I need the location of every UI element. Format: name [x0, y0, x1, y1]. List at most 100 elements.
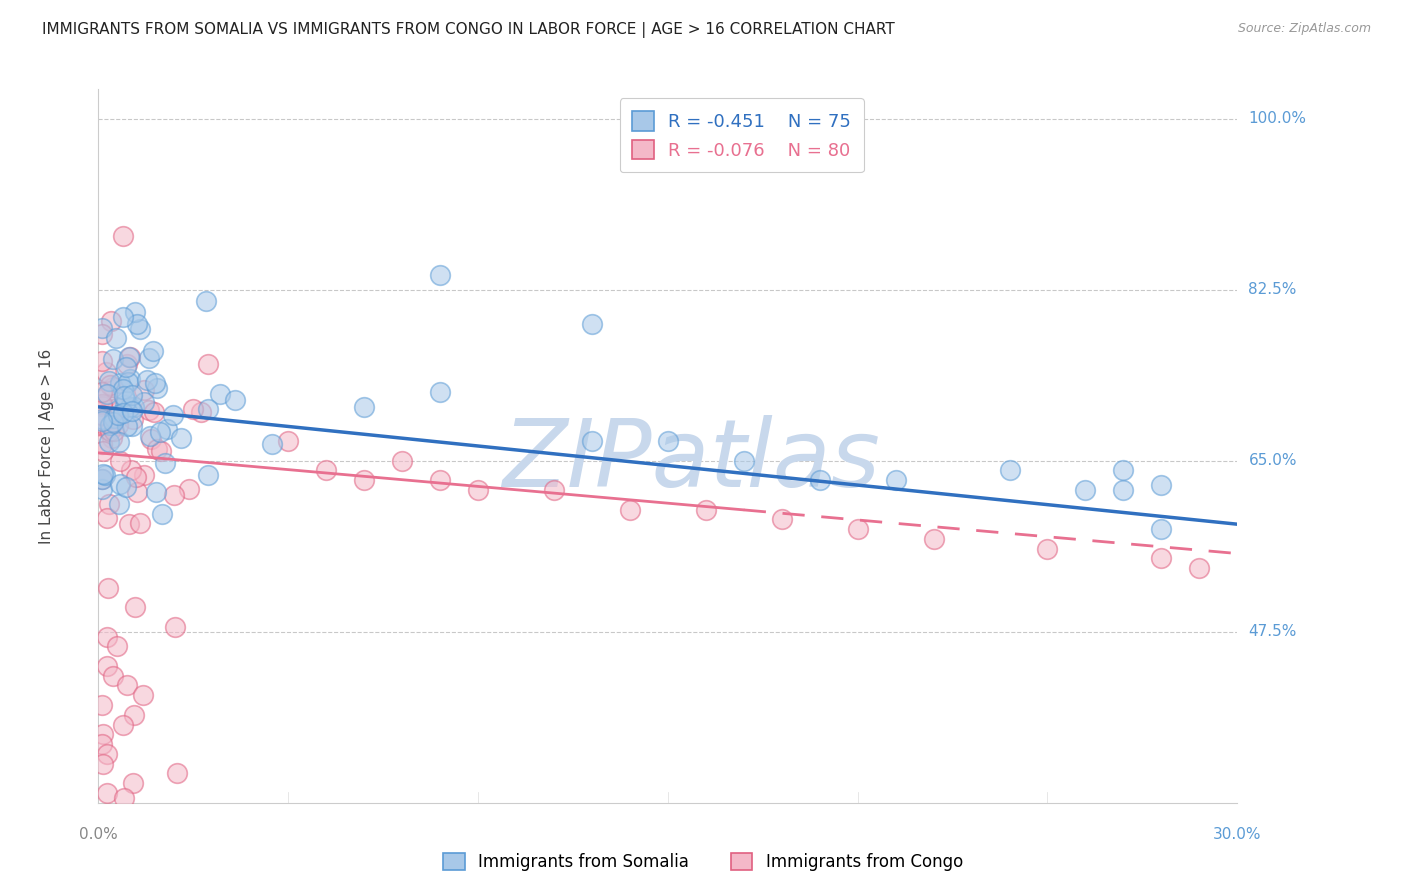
Point [104, 331, 127, 345]
Point [132, 688, 155, 702]
Point [770, 512, 793, 526]
Point [115, 419, 138, 434]
Point [114, 398, 136, 412]
Point [101, 415, 124, 429]
Point [138, 402, 160, 417]
Point [121, 404, 143, 418]
Text: In Labor Force | Age > 16: In Labor Force | Age > 16 [39, 349, 55, 543]
Point [97, 434, 120, 449]
Point [93, 756, 115, 771]
Text: 82.5%: 82.5% [1249, 282, 1296, 297]
Point [277, 434, 299, 449]
Point [153, 457, 176, 471]
Text: 100.0%: 100.0% [1249, 111, 1306, 126]
Point [118, 372, 141, 386]
Point [1112, 483, 1135, 497]
Point [122, 412, 145, 426]
Point [96, 389, 118, 403]
Point [111, 382, 134, 396]
Point [98, 424, 121, 438]
Point [101, 352, 124, 367]
Point [162, 408, 184, 422]
Point [132, 383, 155, 397]
Point [91, 467, 114, 482]
Point [1074, 483, 1097, 497]
Point [91, 443, 114, 458]
Point [146, 442, 169, 457]
Point [115, 480, 138, 494]
Point [91, 471, 114, 485]
Point [209, 387, 232, 401]
Point [353, 400, 375, 414]
Point [107, 409, 129, 423]
Point [98, 497, 121, 511]
Point [94, 365, 117, 379]
Point [121, 388, 143, 402]
Point [1150, 551, 1173, 566]
Point [353, 473, 375, 487]
Point [163, 620, 186, 634]
Point [922, 532, 945, 546]
Point [429, 268, 451, 282]
Point [110, 376, 132, 391]
Point [122, 400, 145, 414]
Point [195, 294, 218, 309]
Point [117, 517, 139, 532]
Point [163, 488, 186, 502]
Point [91, 399, 114, 413]
Point [115, 678, 138, 692]
Point [100, 313, 122, 327]
Point [846, 522, 869, 536]
Point [96, 659, 118, 673]
Point [108, 435, 131, 450]
Point [141, 432, 163, 446]
Point [91, 385, 114, 400]
Point [114, 394, 136, 409]
Point [197, 402, 219, 417]
Point [149, 425, 172, 439]
Point [657, 434, 679, 449]
Point [581, 317, 603, 331]
Point [103, 425, 125, 439]
Point [1150, 522, 1173, 536]
Point [118, 350, 141, 364]
Point [111, 406, 134, 420]
Text: 47.5%: 47.5% [1249, 624, 1296, 640]
Text: IMMIGRANTS FROM SOMALIA VS IMMIGRANTS FROM CONGO IN LABOR FORCE | AGE > 16 CORRE: IMMIGRANTS FROM SOMALIA VS IMMIGRANTS FR… [42, 22, 896, 38]
Point [105, 401, 128, 415]
Point [467, 483, 489, 497]
Text: 65.0%: 65.0% [1249, 453, 1296, 468]
Point [129, 516, 152, 530]
Text: 30.0%: 30.0% [1213, 827, 1261, 842]
Point [1188, 561, 1211, 575]
Point [101, 380, 124, 394]
Point [150, 508, 173, 522]
Point [96, 747, 118, 761]
Point [115, 360, 138, 375]
Point [884, 473, 907, 487]
Point [170, 431, 193, 445]
Point [112, 228, 135, 243]
Legend: R = -0.451    N = 75, R = -0.076    N = 80: R = -0.451 N = 75, R = -0.076 N = 80 [620, 98, 863, 172]
Point [125, 470, 148, 484]
Point [108, 477, 131, 491]
Point [96, 510, 118, 524]
Point [117, 375, 139, 389]
Point [91, 737, 114, 751]
Point [91, 408, 114, 422]
Point [136, 373, 159, 387]
Point [145, 484, 167, 499]
Point [96, 422, 118, 436]
Point [156, 422, 179, 436]
Point [695, 502, 717, 516]
Point [91, 437, 114, 451]
Point [143, 376, 166, 391]
Point [97, 581, 120, 595]
Point [91, 412, 114, 426]
Point [121, 418, 143, 433]
Point [91, 472, 114, 486]
Point [124, 304, 146, 318]
Point [96, 630, 118, 644]
Point [107, 417, 129, 432]
Point [108, 497, 131, 511]
